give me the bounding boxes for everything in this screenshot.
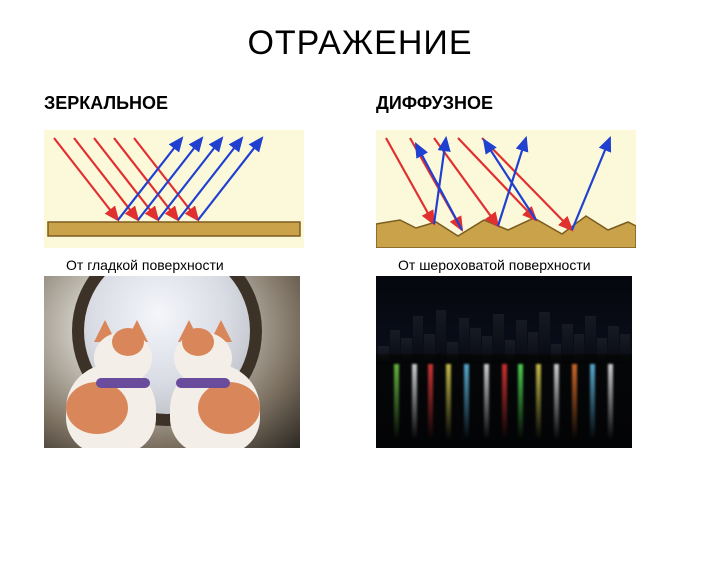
skyline-silhouette bbox=[376, 308, 632, 364]
city-skyline-photo bbox=[376, 276, 632, 448]
water-reflections bbox=[376, 364, 632, 448]
specular-diagram-svg bbox=[44, 130, 304, 248]
left-column: ЗЕРКАЛЬНОЕ От гладкой поверхности bbox=[44, 93, 344, 448]
cat-reflection bbox=[160, 324, 270, 448]
right-subtitle: ДИФФУЗНОЕ bbox=[376, 93, 676, 114]
left-subtitle: ЗЕРКАЛЬНОЕ bbox=[44, 93, 344, 114]
right-column: ДИФФУЗНОЕ От шероховатой поверхности bbox=[376, 93, 676, 448]
left-caption: От гладкой поверхности bbox=[66, 258, 344, 278]
specular-diagram bbox=[44, 130, 304, 248]
diffuse-diagram bbox=[376, 130, 636, 248]
diffuse-diagram-svg bbox=[376, 130, 636, 248]
cat-figure bbox=[56, 324, 166, 448]
cat-mirror-photo bbox=[44, 276, 300, 448]
right-caption: От шероховатой поверхности bbox=[398, 258, 676, 278]
page-title: ОТРАЖЕНИЕ bbox=[0, 24, 720, 63]
content-columns: ЗЕРКАЛЬНОЕ От гладкой поверхности ДИФФУЗ… bbox=[0, 93, 720, 448]
